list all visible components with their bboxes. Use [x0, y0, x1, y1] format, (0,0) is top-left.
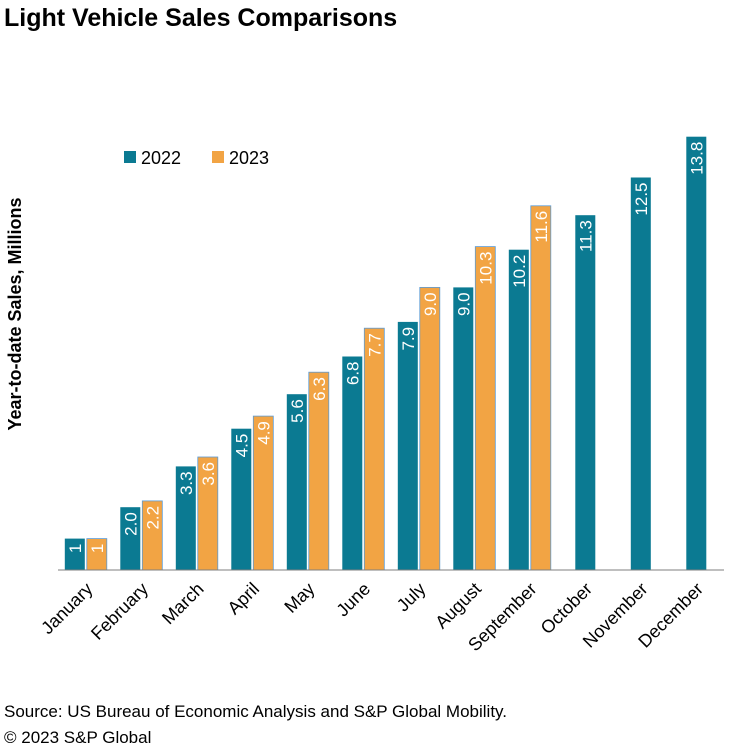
data-label-2022-october: 11.3 — [576, 220, 595, 252]
data-label-2022-september: 10.2 — [510, 255, 529, 288]
data-label-2023-january: 1 — [88, 544, 107, 553]
data-label-2023-august: 10.3 — [476, 252, 495, 285]
bar-2023-july — [419, 286, 441, 571]
bar-2022-november — [630, 177, 651, 570]
bar-labels-group: 1 12.0 2.23.3 3.64.54.95.66.36.87.7 7.99.0 9.… — [66, 142, 706, 553]
x-tick-label-june: June — [332, 579, 374, 621]
bar-2022-april — [231, 428, 252, 570]
data-label-2023-july: 9.0 — [421, 292, 440, 316]
x-tick-label-august: August — [431, 579, 485, 633]
bar-2022-may — [286, 394, 307, 570]
bar-2023-january — [86, 538, 108, 571]
legend-swatch-2022 — [124, 151, 136, 163]
legend-label-2022: 2022 — [141, 148, 181, 168]
copyright-note: © 2023 S&P Global — [4, 728, 152, 747]
data-label-2023-april: 4.9 — [254, 421, 273, 445]
bar-2022-october — [575, 215, 596, 570]
data-label-2022-november: 12.5 — [632, 183, 651, 216]
data-label-2022-july: 7.9 — [399, 327, 418, 351]
y-axis-title: Year-to-date Sales, Millions — [5, 197, 25, 430]
chart-title: Light Vehicle Sales Comparisons — [4, 4, 398, 32]
bar-chart: Year-to-date Sales, Millions 2022 2023 1… — [5, 136, 724, 655]
source-note: Source: US Bureau of Economic Analysis a… — [4, 702, 508, 721]
data-label-2022-april: 4.5 — [232, 434, 251, 458]
bar-2023-may — [308, 371, 330, 571]
data-label-2022-february: 2.0 — [121, 512, 140, 536]
data-label-2023-september: 11.6 — [532, 211, 551, 243]
bar-2022-july — [397, 321, 418, 570]
legend-swatch-2023 — [212, 151, 224, 163]
x-tick-label-february: February — [87, 579, 152, 644]
data-label-2022-june: 6.8 — [343, 362, 362, 386]
x-tick-label-march: March — [158, 579, 208, 629]
data-label-2023-march: 3.6 — [199, 462, 218, 486]
bar-2022-june — [342, 356, 363, 570]
data-label-2022-august: 9.0 — [454, 292, 473, 316]
data-label-2023-june: 7.7 — [365, 333, 384, 357]
bar-2022-december — [686, 136, 707, 570]
bar-2022-february — [120, 507, 141, 570]
bar-2023-june — [363, 327, 385, 571]
data-label-2022-december: 13.8 — [687, 142, 706, 175]
data-label-2023-may: 6.3 — [310, 377, 329, 401]
data-label-2022-may: 5.6 — [288, 399, 307, 423]
bar-2022-september — [508, 249, 529, 570]
bar-2022-march — [175, 466, 196, 570]
x-tick-label-april: April — [224, 579, 264, 619]
legend-label-2023: 2023 — [229, 148, 269, 168]
data-label-2023-february: 2.2 — [143, 506, 162, 530]
bar-2022-january — [64, 538, 85, 570]
x-tick-label-may: May — [280, 579, 318, 617]
bar-2023-august — [474, 246, 496, 571]
bar-2022-august — [453, 287, 474, 570]
bar-2023-september — [530, 205, 552, 571]
x-tick-label-july: July — [393, 579, 430, 616]
data-label-2022-march: 3.3 — [177, 471, 196, 495]
legend: 2022 2023 — [124, 148, 269, 168]
data-label-2022-january: 1 — [66, 544, 85, 553]
bars-group — [64, 136, 707, 571]
